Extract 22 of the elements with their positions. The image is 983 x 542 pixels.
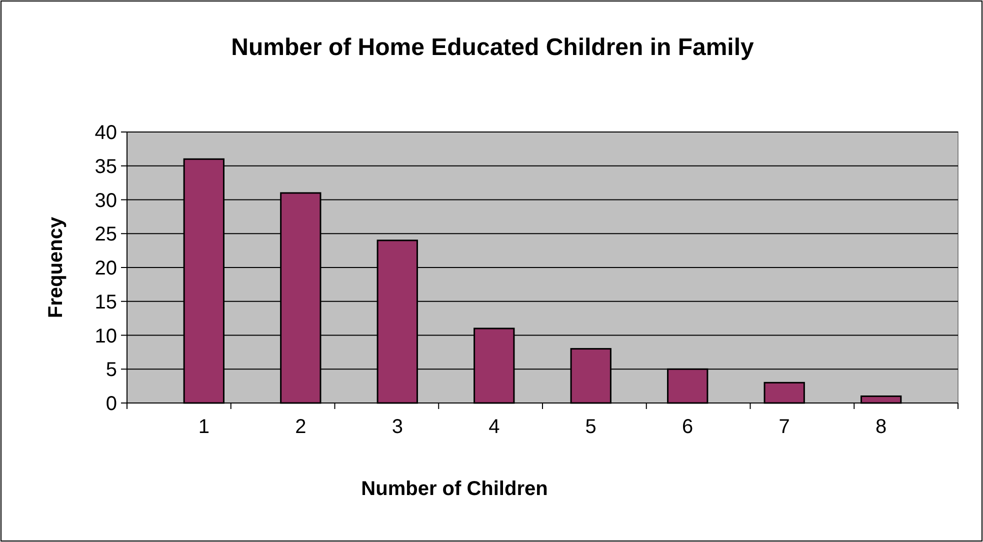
y-tick-label: 0 [106, 393, 117, 415]
x-tick-label: 7 [778, 416, 790, 438]
y-tick-label: 20 [94, 258, 117, 280]
chart-title: Number of Home Educated Children in Family [231, 34, 755, 61]
x-tick-label: 6 [682, 416, 694, 438]
y-tick-label: 35 [94, 156, 117, 178]
x-tick-label: 3 [392, 416, 403, 438]
y-axis-title: Frequency [45, 216, 67, 318]
x-axis-title: Number of Children [361, 478, 548, 500]
x-tick-label: 5 [585, 416, 596, 438]
bar [860, 395, 902, 404]
y-tick-label: 15 [94, 291, 117, 314]
y-tick-label: 30 [94, 190, 117, 212]
y-tick-label: 25 [94, 224, 117, 246]
y-tick-label: 40 [94, 122, 117, 144]
x-tick-label: 2 [295, 416, 306, 438]
y-tick-label: 10 [94, 325, 117, 348]
y-tick-label: 5 [106, 359, 117, 382]
bar [764, 382, 805, 404]
x-tick-label: 4 [488, 416, 500, 438]
x-tick-label: 1 [198, 416, 210, 438]
x-tick-label: 8 [876, 416, 887, 438]
